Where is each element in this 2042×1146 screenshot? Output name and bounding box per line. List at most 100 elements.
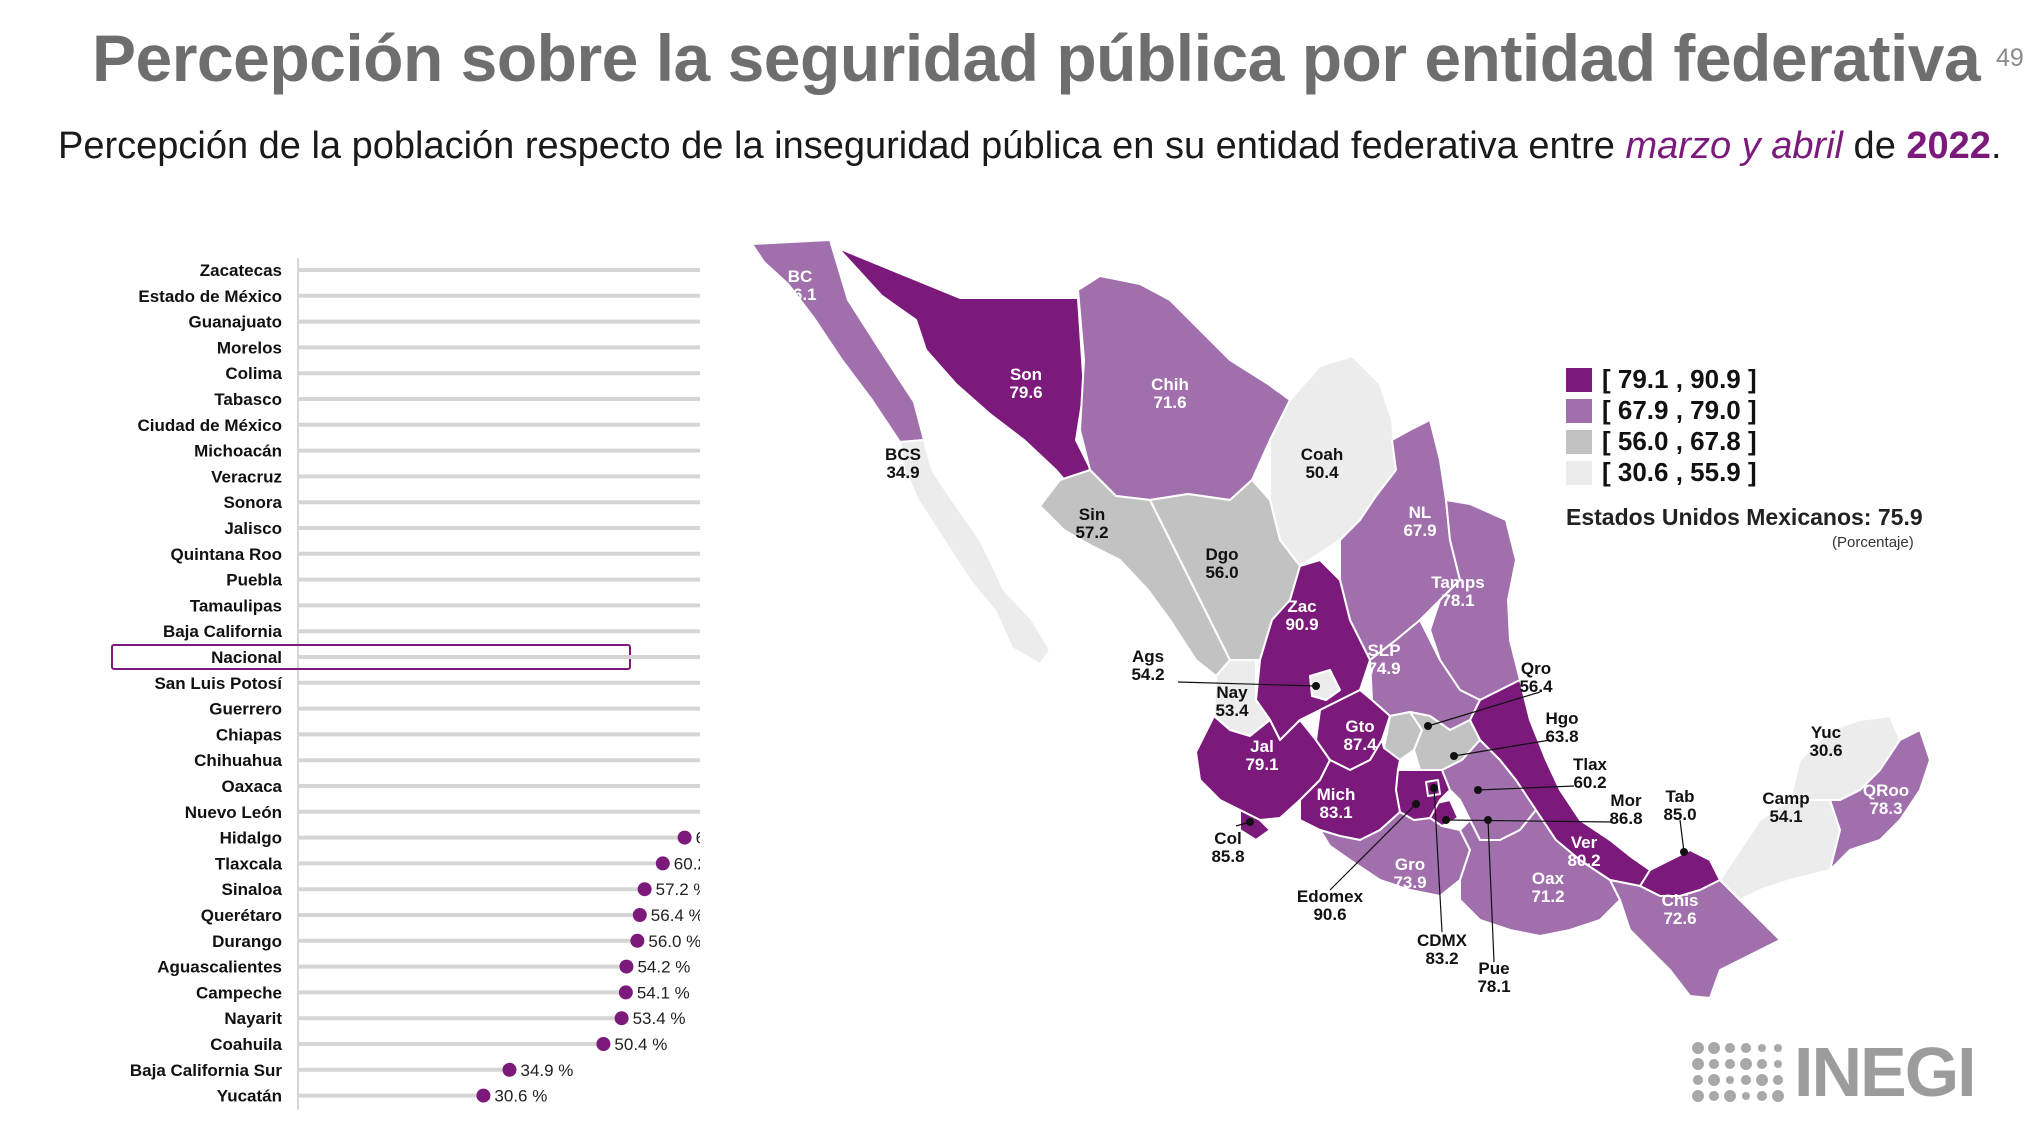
category-label: Durango	[212, 932, 282, 951]
category-label: Aguascalientes	[157, 958, 282, 977]
national-label: Estados Unidos Mexicanos:	[1566, 504, 1872, 530]
leader-line	[1427, 691, 1541, 727]
state-region-bcs	[899, 439, 1051, 665]
data-dot	[637, 882, 652, 897]
subtitle-period-mark: .	[1990, 125, 2002, 167]
legend-label: [ 79.1 , 90.9 ]	[1602, 364, 1757, 394]
legend-swatch	[1566, 429, 1592, 454]
leader-line	[1329, 803, 1417, 891]
state-abbr: Edomex	[1297, 887, 1364, 906]
state-value: 73.9	[1393, 873, 1426, 892]
state-value: 71.2	[1531, 887, 1564, 906]
leader-dot	[1680, 848, 1688, 856]
value-label: 56.4 %	[651, 906, 700, 925]
state-abbr: Col	[1214, 829, 1241, 848]
category-label: Veracruz	[211, 467, 282, 486]
state-abbr: Mor	[1610, 791, 1642, 810]
map-regions	[751, 239, 1931, 999]
leader-dot	[1484, 816, 1492, 824]
value-label: 30.6 %	[494, 1087, 547, 1106]
state-abbr: Qro	[1521, 659, 1551, 678]
state-value: 86.8	[1609, 809, 1642, 828]
state-abbr: Tab	[1666, 787, 1695, 806]
legend-item: [ 30.6 , 55.9 ]	[1566, 457, 1757, 488]
category-label: Ciudad de México	[137, 416, 282, 435]
state-value: 74.9	[1367, 659, 1400, 678]
logo-mark-icon	[1692, 1042, 1784, 1102]
category-label: Querétaro	[201, 906, 282, 925]
category-label: Guerrero	[209, 700, 282, 719]
state-abbr: Chih	[1151, 375, 1189, 394]
state-value: 83.2	[1425, 949, 1458, 968]
state-value: 50.4	[1305, 463, 1339, 482]
category-label: Colima	[225, 364, 282, 383]
leader-line	[1177, 681, 1317, 687]
category-label: Nayarit	[224, 1009, 282, 1028]
legend-item: [ 79.1 , 90.9 ]	[1566, 364, 1757, 395]
category-label: Morelos	[217, 338, 282, 357]
page-title: Percepción sobre la seguridad pública po…	[92, 21, 1981, 95]
state-abbr: Coah	[1301, 445, 1344, 464]
national-number: 75.9	[1877, 504, 1923, 530]
category-label: Guanajuato	[188, 313, 282, 332]
legend-label: [ 56.0 , 67.8 ]	[1602, 426, 1757, 456]
data-dot	[502, 1062, 517, 1077]
category-label: Tabasco	[214, 390, 282, 409]
state-abbr: Ags	[1132, 647, 1164, 666]
category-label: Puebla	[226, 571, 282, 590]
value-label: 60.2 %	[674, 854, 700, 873]
state-value: 78.3	[1869, 799, 1902, 818]
state-abbr: Ver	[1571, 833, 1598, 852]
state-abbr: Camp	[1762, 789, 1809, 808]
state-abbr: Son	[1010, 365, 1042, 384]
category-label: Baja California	[163, 622, 283, 641]
value-label: 56.0 %	[648, 932, 700, 951]
value-label: 63.8 %	[696, 829, 700, 848]
data-dot	[596, 1037, 611, 1051]
units-label: (Porcentaje)	[1832, 534, 1914, 551]
state-abbr: Tlax	[1573, 755, 1608, 774]
state-value: 56.4	[1519, 677, 1553, 696]
leader-dot	[1430, 784, 1438, 792]
state-value: 30.6	[1809, 741, 1842, 760]
leader-line	[1453, 739, 1551, 757]
state-region-son	[837, 247, 1097, 501]
state-abbr: Hgo	[1545, 709, 1578, 728]
legend-swatch	[1566, 367, 1592, 392]
state-region-qroo	[1829, 729, 1931, 871]
state-value: 60.2	[1573, 773, 1606, 792]
state-region-chih	[1077, 275, 1291, 501]
category-label: Nuevo León	[185, 803, 282, 822]
state-value: 80.2	[1567, 851, 1600, 870]
state-value: 79.1	[1245, 755, 1278, 774]
leader-line	[1477, 785, 1575, 791]
state-value: 78.1	[1477, 977, 1510, 996]
state-abbr: Yuc	[1811, 723, 1841, 742]
state-value: 34.9	[886, 463, 919, 482]
category-label: Sonora	[223, 493, 282, 512]
state-value: 54.1	[1769, 807, 1802, 826]
state-value: 71.6	[1153, 393, 1186, 412]
data-dot	[677, 830, 692, 845]
data-dot	[630, 933, 645, 948]
leader-line	[1445, 819, 1613, 823]
state-value: 72.6	[1663, 909, 1696, 928]
state-abbr: Nay	[1216, 683, 1248, 702]
state-abbr: BCS	[885, 445, 921, 464]
leader-dot	[1312, 682, 1320, 690]
state-abbr: Sin	[1079, 505, 1105, 524]
subtitle-text: Percepción de la población respecto de l…	[58, 125, 1626, 167]
state-abbr: Jal	[1250, 737, 1274, 756]
legend-item: [ 67.9 , 79.0 ]	[1566, 395, 1757, 426]
state-value: 90.9	[1285, 615, 1318, 634]
category-label: Estado de México	[138, 287, 282, 306]
state-abbr: Dgo	[1205, 545, 1238, 564]
state-abbr: Chis	[1662, 891, 1699, 910]
value-label: 34.9 %	[520, 1061, 573, 1080]
category-label: Tamaulipas	[190, 596, 282, 615]
state-region-ags	[1309, 669, 1341, 701]
legend-item: [ 56.0 , 67.8 ]	[1566, 426, 1757, 457]
category-label: Hidalgo	[220, 829, 282, 848]
category-label: Yucatán	[217, 1087, 282, 1106]
state-value: 85.8	[1211, 847, 1244, 866]
